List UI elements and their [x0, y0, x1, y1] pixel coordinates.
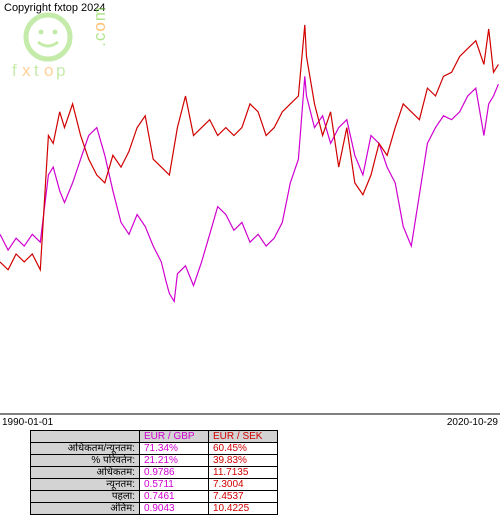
- stat-label: पहला:: [31, 491, 140, 503]
- stat-label: अंतिम:: [31, 503, 140, 515]
- series-line: [0, 25, 498, 270]
- stat-value: 11.7135: [209, 467, 278, 479]
- stat-value: 60.45%: [209, 443, 278, 455]
- stat-value: 10.4225: [209, 503, 278, 515]
- stats-table: EUR / GBPEUR / SEK अधिकतम/न्यूनतम:71.34%6…: [30, 430, 278, 515]
- stat-label: [31, 431, 140, 443]
- stat-value: 0.5711: [140, 479, 209, 491]
- stat-value: 0.9043: [140, 503, 209, 515]
- stat-label: न्यूनतम:: [31, 479, 140, 491]
- exchange-rate-chart: [0, 15, 500, 415]
- stat-label: अधिकतम:: [31, 467, 140, 479]
- series-header: EUR / SEK: [209, 431, 278, 443]
- stat-value: 21.21%: [140, 455, 209, 467]
- series-header: EUR / GBP: [140, 431, 209, 443]
- stat-value: 7.4537: [209, 491, 278, 503]
- x-axis-end-label: 2020-10-29: [447, 417, 498, 428]
- stat-value: 71.34%: [140, 443, 209, 455]
- stat-label: अधिकतम/न्यूनतम:: [31, 443, 140, 455]
- stat-value: 0.9786: [140, 467, 209, 479]
- x-axis-start-label: 1990-01-01: [2, 417, 53, 428]
- stat-value: 0.7461: [140, 491, 209, 503]
- stat-value: 39.83%: [209, 455, 278, 467]
- stat-value: 7.3004: [209, 479, 278, 491]
- stat-label: % परिवर्तन:: [31, 455, 140, 467]
